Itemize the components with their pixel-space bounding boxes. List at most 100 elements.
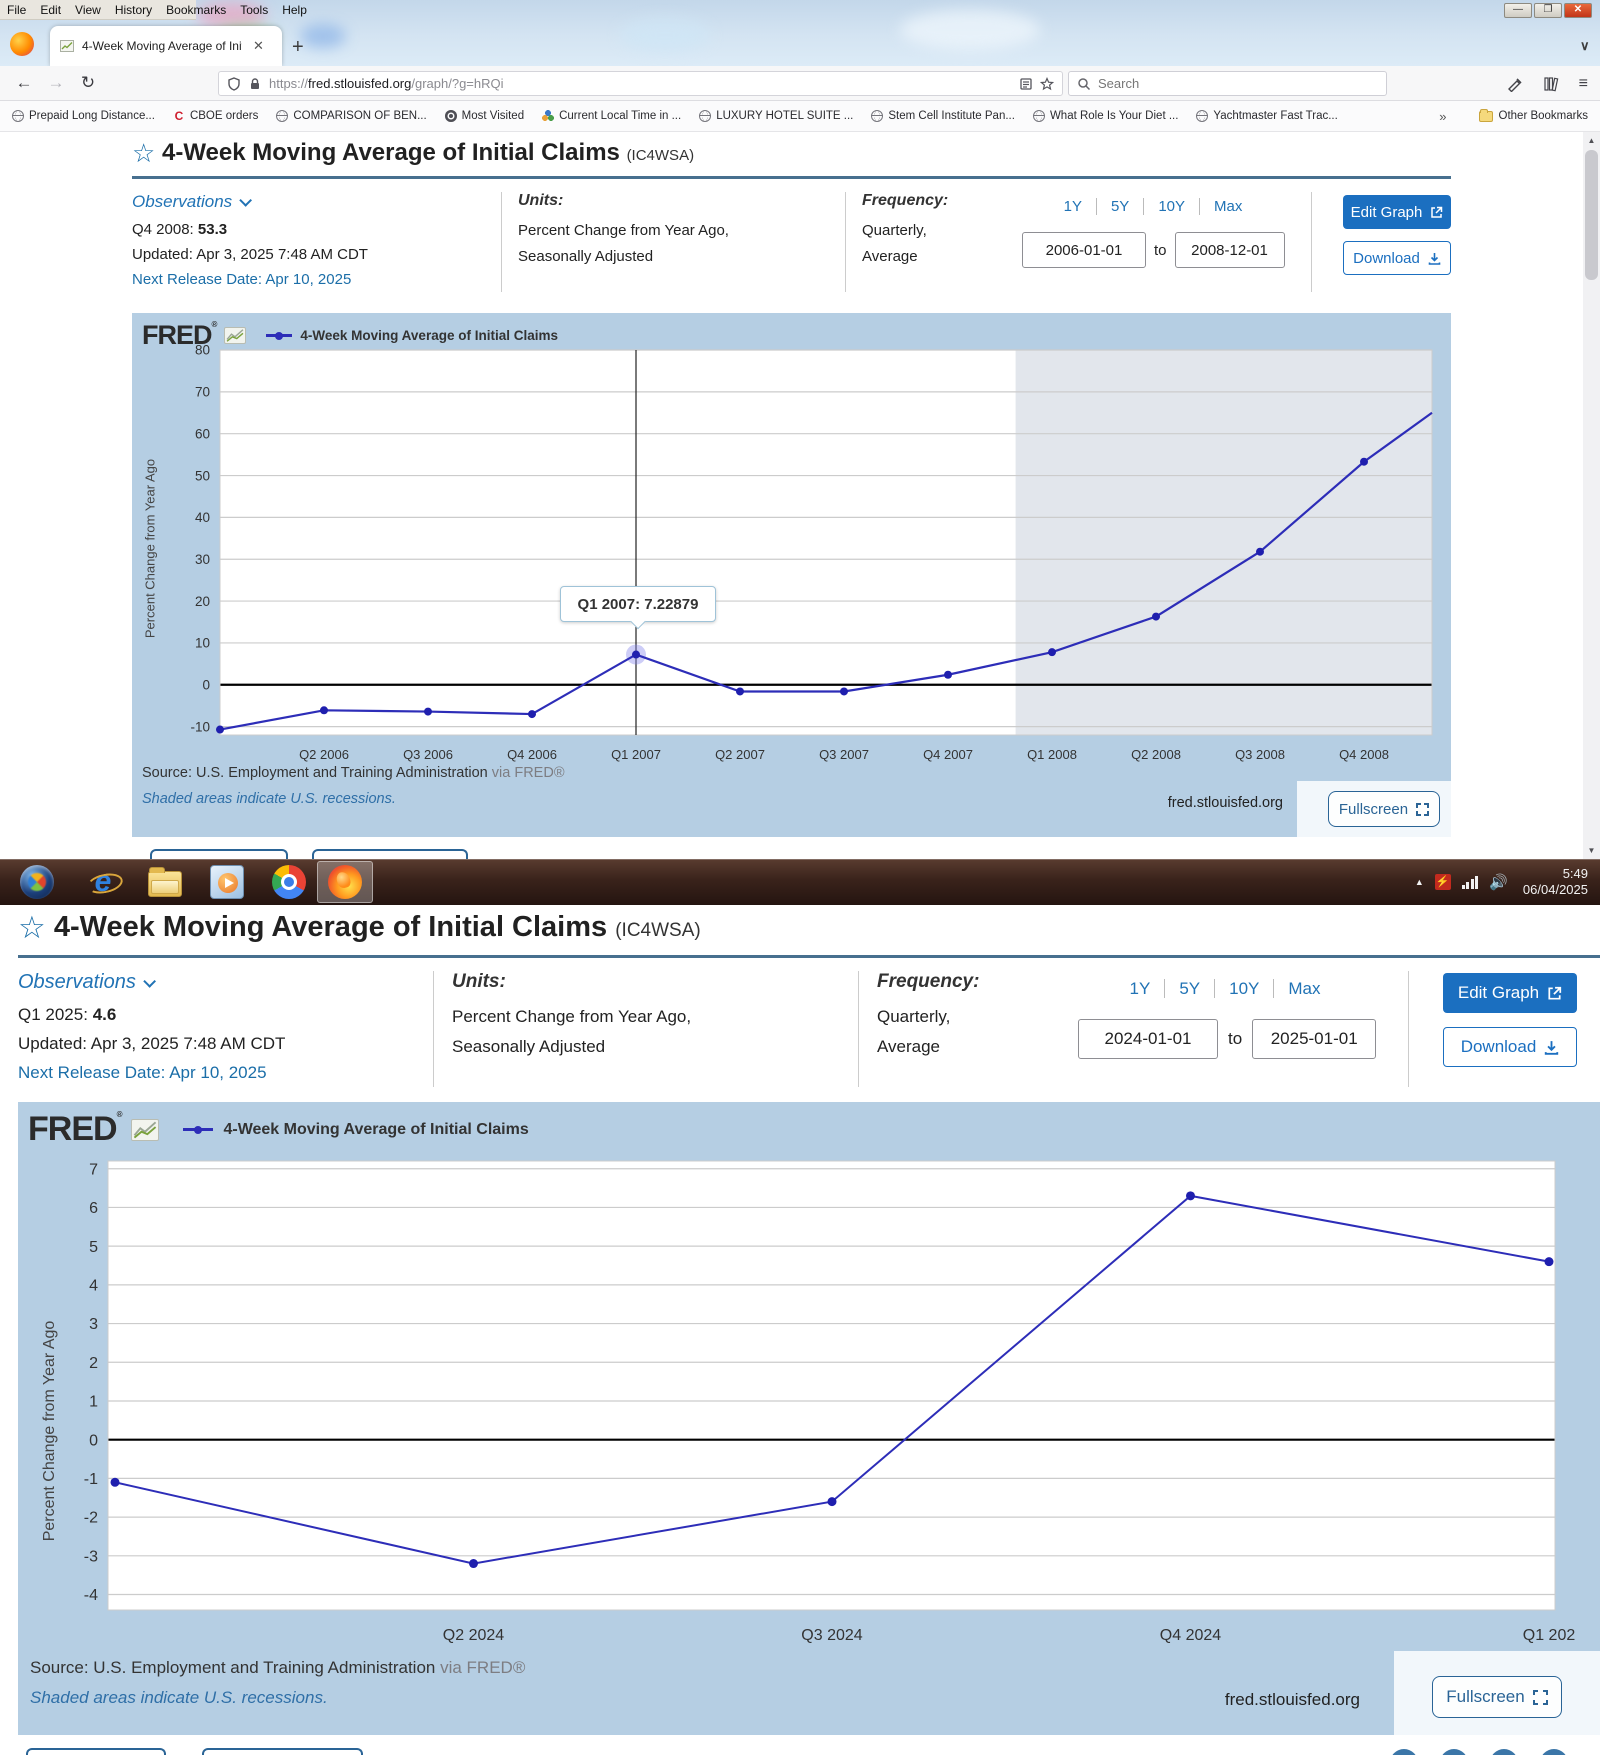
refresh-button[interactable]: ↻	[80, 73, 96, 92]
range-link[interactable]: 5Y	[1164, 979, 1215, 998]
search-input[interactable]: Search	[1068, 71, 1387, 96]
new-tab-button[interactable]: +	[292, 36, 304, 58]
menu-icon[interactable]: ≡	[1578, 74, 1588, 92]
volume-icon[interactable]: 🔊	[1489, 874, 1508, 891]
fullscreen-button[interactable]: Fullscreen	[1432, 1676, 1562, 1718]
scrollbar[interactable]: ▲ ▼	[1583, 132, 1600, 859]
share-icon[interactable]	[1540, 1749, 1568, 1755]
download-button[interactable]: Download	[1443, 1027, 1577, 1067]
list-tabs-icon[interactable]: ∨	[1580, 38, 1590, 53]
share-icon[interactable]	[1490, 1749, 1518, 1755]
reader-mode-icon[interactable]	[1019, 77, 1033, 91]
date-to-input[interactable]: 2025-01-01	[1252, 1019, 1377, 1059]
media-player-icon[interactable]	[210, 865, 244, 899]
tab-initial-claims[interactable]: 4-Week Moving Average of Init ✕	[50, 26, 282, 66]
url-text[interactable]: https://fred.stlouisfed.org/graph/?g=hRQ…	[269, 76, 1012, 91]
range-link[interactable]: 1Y	[1063, 198, 1082, 215]
bookmark-label: COMPARISON OF BEN...	[293, 110, 427, 122]
bookmark-item[interactable]: COMPARISON OF BEN...	[276, 110, 427, 122]
units-line2: Seasonally Adjusted	[452, 1037, 606, 1056]
partial-button[interactable]	[312, 849, 468, 859]
bookmark-item[interactable]: C CBOE orders	[173, 110, 259, 122]
range-link[interactable]: 10Y	[1214, 979, 1274, 998]
fred-chart-icon	[224, 327, 247, 344]
scroll-down-icon[interactable]: ▼	[1587, 846, 1596, 855]
chart1-plot[interactable]: 80 70 60 50 40 30 20 10 0 -10 Q2 2006 Q3 2006 Q4 200…	[165, 342, 1452, 784]
file-explorer-icon[interactable]	[148, 867, 182, 897]
internet-explorer-icon[interactable]: e	[86, 865, 120, 899]
network-signal-icon[interactable]	[1461, 875, 1479, 889]
taskbar-clock[interactable]: 5:49 06/04/2025	[1523, 866, 1594, 898]
menu-item[interactable]: History	[114, 3, 153, 17]
download-icon	[1428, 252, 1441, 265]
menu-item[interactable]: Edit	[40, 3, 62, 17]
partial-button[interactable]	[26, 1748, 166, 1755]
range-link[interactable]: 10Y	[1143, 198, 1200, 215]
url-bar[interactable]: https://fred.stlouisfed.org/graph/?g=hRQ…	[218, 71, 1063, 96]
range-link[interactable]: Max	[1199, 198, 1257, 215]
power-alert-icon[interactable]: ⚡	[1434, 874, 1451, 890]
chart2-plot[interactable]: 7 6 5 4 3 2 1 0 -1 -2 -3 -4 Q2 2024 Q3 2024 Q4 2024 Q1 …	[40, 1150, 1600, 1655]
menu-item[interactable]: Tools	[240, 3, 269, 17]
fullscreen-button[interactable]: Fullscreen	[1328, 791, 1440, 827]
scroll-up-icon[interactable]: ▲	[1587, 136, 1596, 145]
partial-button[interactable]	[202, 1748, 363, 1755]
maximize-button[interactable]: ❐	[1534, 3, 1562, 18]
partial-button[interactable]	[150, 849, 288, 859]
range-link[interactable]: Max	[1273, 979, 1335, 998]
library-icon[interactable]	[1543, 76, 1559, 92]
bookmark-item[interactable]: What Role Is Your Diet ...	[1032, 110, 1178, 122]
toolbar-icons: ≡	[1507, 71, 1588, 96]
bookmark-star-icon[interactable]	[1040, 76, 1054, 91]
fred-logo[interactable]: FRED®	[142, 320, 217, 351]
scrollbar-thumb[interactable]	[1585, 150, 1598, 280]
observations-dropdown[interactable]: Observations	[132, 192, 368, 212]
range-link[interactable]: 1Y	[1129, 979, 1151, 998]
bookmark-item[interactable]: LUXURY HOTEL SUITE ...	[699, 110, 853, 122]
back-button[interactable]: ←	[15, 73, 33, 92]
share-icon[interactable]	[1440, 1749, 1468, 1755]
favorite-star-icon[interactable]: ☆	[132, 138, 156, 168]
bookmark-item[interactable]: Current Local Time in ...	[542, 110, 681, 122]
bookmark-item[interactable]: Stem Cell Institute Pan...	[871, 110, 1015, 122]
svg-text:Q3 2006: Q3 2006	[403, 747, 453, 762]
date-from-input[interactable]: 2006-01-01	[1022, 232, 1146, 268]
minimize-button[interactable]: —	[1504, 3, 1532, 18]
bookmark-item[interactable]: Yachtmaster Fast Trac...	[1196, 110, 1338, 122]
highlight-icon[interactable]	[1507, 76, 1523, 92]
shield-icon[interactable]	[227, 76, 241, 91]
start-button[interactable]	[20, 865, 54, 899]
observations-dropdown[interactable]: Observations	[18, 971, 285, 994]
bookmarks-overflow-icon[interactable]: »	[1439, 108, 1447, 124]
forward-button[interactable]: →	[47, 73, 65, 92]
share-icon[interactable]	[1390, 1749, 1418, 1755]
fred-logo[interactable]: FRED®	[28, 1110, 122, 1149]
bookmark-item[interactable]: Prepaid Long Distance...	[12, 110, 155, 122]
menu-item[interactable]: View	[75, 3, 101, 17]
chart2-header: FRED® 4-Week Moving Average of Initial C…	[28, 1110, 529, 1149]
edit-graph-button[interactable]: Edit Graph	[1443, 973, 1577, 1013]
lock-icon[interactable]	[248, 77, 262, 91]
tab-bar: 4-Week Moving Average of Init ✕ + ∨	[0, 20, 1600, 66]
edit-graph-button[interactable]: Edit Graph	[1343, 195, 1451, 229]
date-from-input[interactable]: 2024-01-01	[1078, 1019, 1218, 1059]
bookmark-item[interactable]: Most Visited	[444, 110, 524, 122]
chrome-icon[interactable]	[272, 865, 306, 899]
other-bookmarks-button[interactable]: Other Bookmarks	[1478, 108, 1588, 122]
range-link[interactable]: 5Y	[1095, 198, 1144, 215]
menu-item[interactable]: File	[7, 3, 27, 17]
firefox-icon[interactable]	[10, 32, 34, 56]
close-button[interactable]: ✕	[1564, 3, 1592, 18]
menu-item[interactable]: Help	[282, 3, 307, 17]
frequency-line1: Quarterly,	[877, 1007, 951, 1026]
tray-expand-icon[interactable]: ▲	[1414, 877, 1424, 887]
download-button[interactable]: Download	[1343, 241, 1451, 275]
favorite-star-icon[interactable]: ☆	[18, 910, 46, 945]
tab-close-icon[interactable]: ✕	[253, 38, 264, 53]
date-to-input[interactable]: 2008-12-01	[1174, 232, 1285, 268]
firefox-icon[interactable]	[328, 865, 362, 899]
menu-item[interactable]: Bookmarks	[166, 3, 227, 17]
recessions-note[interactable]: Shaded areas indicate U.S. recessions.	[30, 1688, 328, 1707]
recessions-note[interactable]: Shaded areas indicate U.S. recessions.	[142, 791, 396, 807]
svg-text:Q1 202: Q1 202	[1523, 1627, 1576, 1644]
